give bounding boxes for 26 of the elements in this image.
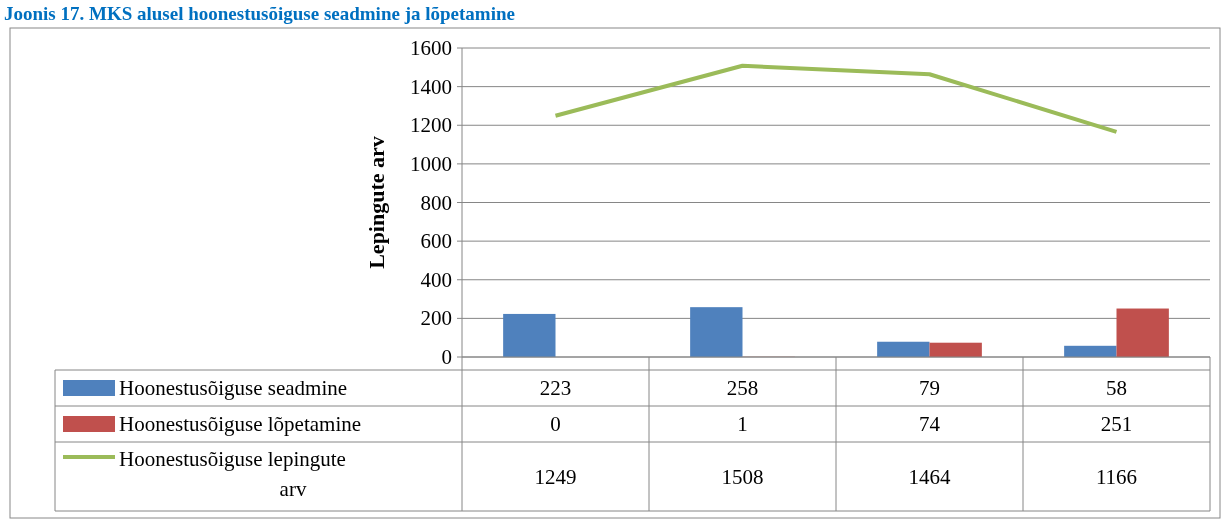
y-tick-label: 600 [420,229,452,254]
y-tick-label: 0 [441,345,452,369]
data-label: 74 [919,412,941,436]
y-tick-label: 1600 [410,36,452,60]
data-label: 251 [1100,412,1133,436]
y-axis-title: Lepingute arv [364,136,389,269]
data-label: 258 [726,376,759,400]
y-tick-label: 200 [420,306,452,331]
data-label: 1 [737,412,748,436]
data-label: 58 [1106,376,1127,400]
data-label: 1508 [721,464,764,489]
y-tick-label: 1200 [410,113,452,138]
text: Joonis 17. MKS alusel hoonestusõiguse seadmine ja lõpetamine [4,3,515,24]
y-tick-label: 400 [420,267,452,292]
data-label: 1249 [534,464,577,489]
legend-label: Hoonestusõiguse lepingute arv [119,447,346,501]
y-tick-label: 800 [420,190,452,215]
y-tick-label: 1400 [410,74,452,99]
y-tick-label: 1000 [410,151,452,176]
legend-label: Hoonestusõiguse seadmine [119,376,348,400]
data-label: 79 [919,376,940,400]
data-label: 1464 [908,464,951,489]
data-label: 0 [550,412,561,436]
legend-label: Hoonestusõiguse lõpetamine [119,412,362,436]
data-label: 223 [539,376,572,400]
data-label: 1166 [1095,464,1138,489]
